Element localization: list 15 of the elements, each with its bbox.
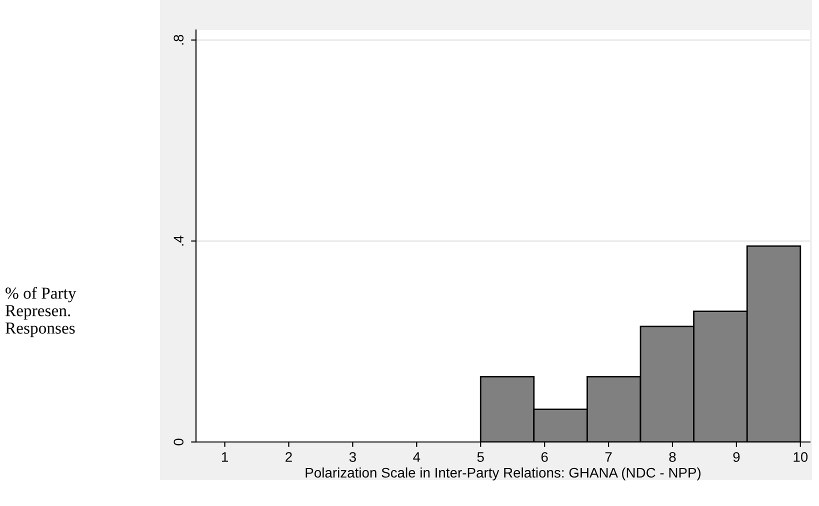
x-tick-label: 2 <box>286 452 292 462</box>
y-tick-label: 0 <box>174 438 184 446</box>
x-tick-label: 6 <box>541 452 548 462</box>
x-tick-label: 5 <box>477 452 484 462</box>
x-tick-label: 10 <box>794 452 808 462</box>
text: % of Party Represen. Responses <box>5 286 76 338</box>
y-tick-label: .4 <box>174 236 184 246</box>
x-axis-title: Polarization Scale in Inter-Party Relations: GHANA (NDC - NPP) <box>306 467 701 480</box>
x-tick-label: 1 <box>222 452 228 462</box>
x-tick-label: 8 <box>669 452 676 462</box>
x-tick-label: 7 <box>605 452 612 462</box>
x-tick-label: 4 <box>413 452 420 462</box>
y-tick-label: .8 <box>174 34 184 45</box>
x-tick-label: 3 <box>349 452 356 462</box>
x-tick-label: 9 <box>733 452 740 462</box>
